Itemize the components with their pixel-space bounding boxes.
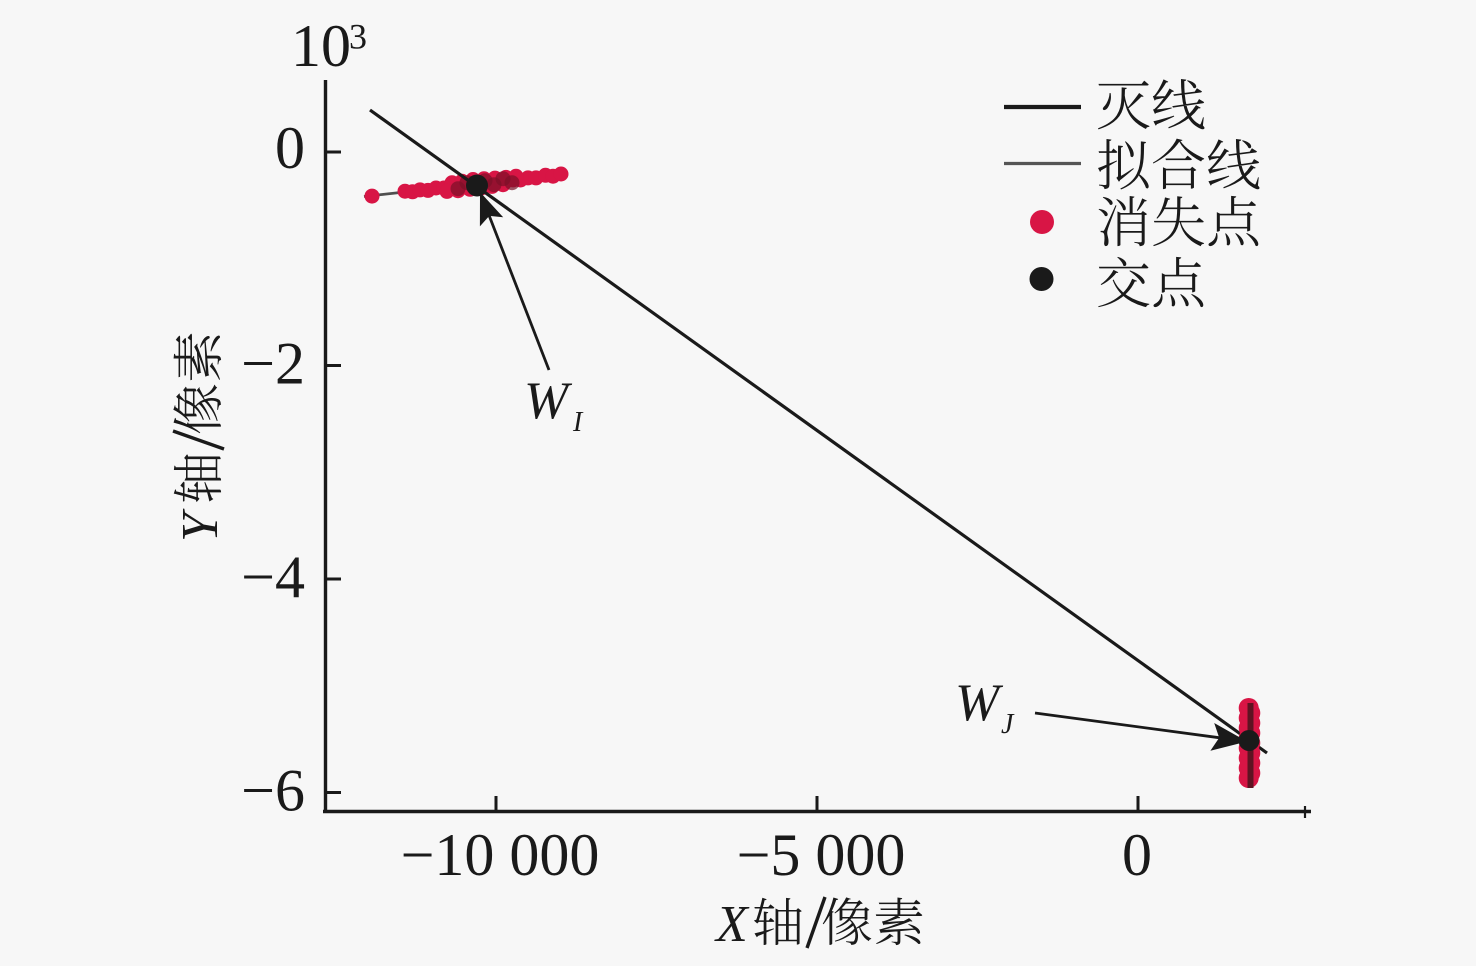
svg-text:X: X [714,896,750,953]
svg-text:0: 0 [275,115,305,181]
svg-text:3: 3 [349,17,367,57]
svg-text:J: J [1001,709,1015,740]
svg-text:10: 10 [291,13,351,79]
svg-text:−2: −2 [241,331,305,397]
svg-text:−10 000: −10 000 [401,822,600,888]
svg-text:Y: Y [172,508,229,542]
svg-text:I: I [572,407,584,438]
svg-text:W: W [955,674,1004,732]
svg-text:−4: −4 [241,544,305,610]
svg-text:0: 0 [1122,822,1152,888]
svg-text:−5 000: −5 000 [737,822,906,888]
svg-text:−6: −6 [241,758,305,824]
svg-text:W: W [524,372,573,430]
